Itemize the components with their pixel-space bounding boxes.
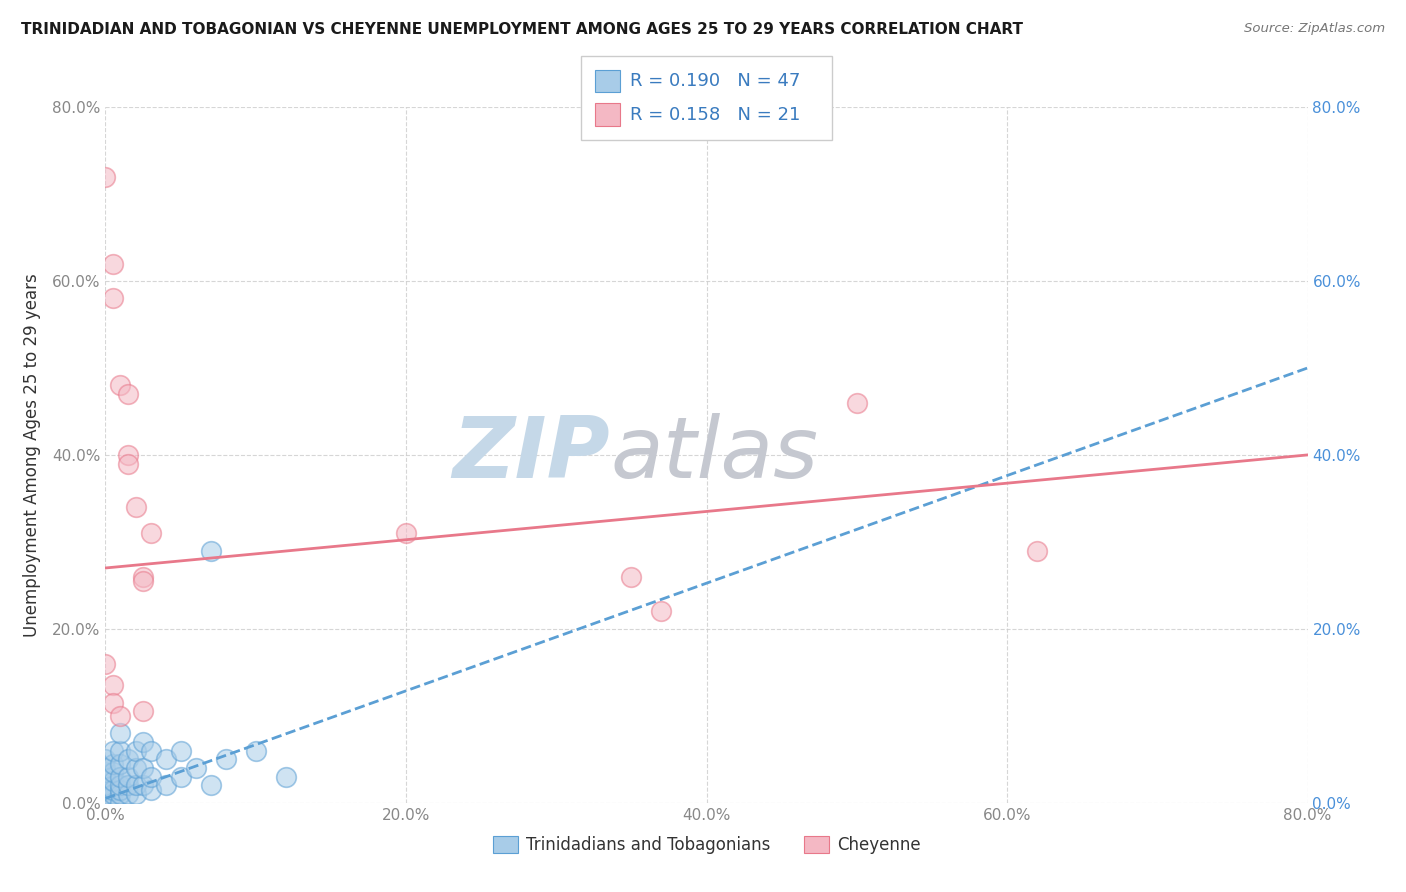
Point (620, 570, 643, 584)
Point (110, 726, 132, 740)
Point (101, 756, 124, 771)
Point (117, 778, 139, 792)
Point (117, 448, 139, 462)
Point (94, 657, 117, 671)
Point (117, 770, 139, 784)
Point (169, 744, 191, 758)
Point (117, 787, 139, 801)
Point (117, 752, 139, 766)
Point (110, 708, 132, 723)
Point (395, 526, 418, 541)
Point (110, 744, 132, 758)
Point (214, 752, 236, 766)
Point (132, 570, 155, 584)
Y-axis label: Unemployment Among Ages 25 to 29 years: Unemployment Among Ages 25 to 29 years (22, 273, 41, 637)
Point (155, 778, 177, 792)
Point (245, 744, 267, 758)
Point (101, 774, 124, 789)
Point (101, 744, 124, 758)
Point (117, 457, 139, 471)
Point (94, 752, 117, 766)
Point (101, 782, 124, 797)
Point (1026, 543, 1049, 558)
Point (110, 378, 132, 392)
Point (117, 387, 139, 401)
Point (110, 778, 132, 792)
Point (139, 526, 162, 541)
Point (94, 796, 117, 810)
Point (94, 770, 117, 784)
Point (110, 796, 132, 810)
Point (200, 778, 222, 792)
Point (94, 778, 117, 792)
Point (124, 744, 146, 758)
Text: ZIP: ZIP (453, 413, 610, 497)
Point (139, 744, 162, 758)
Point (200, 543, 222, 558)
Point (139, 770, 162, 784)
Point (94, 782, 117, 797)
Point (110, 782, 132, 797)
Point (132, 574, 155, 588)
Point (139, 782, 162, 797)
Point (101, 291, 124, 305)
Point (650, 605, 672, 619)
Point (110, 787, 132, 801)
Text: R = 0.190   N = 47: R = 0.190 N = 47 (630, 72, 800, 90)
Text: Source: ZipAtlas.com: Source: ZipAtlas.com (1244, 22, 1385, 36)
Point (110, 770, 132, 784)
Text: R = 0.158   N = 21: R = 0.158 N = 21 (630, 106, 800, 124)
Point (101, 256, 124, 270)
Point (845, 396, 868, 410)
Point (101, 765, 124, 780)
Point (94, 765, 117, 780)
Point (132, 761, 155, 775)
Point (124, 778, 146, 792)
Point (94, 169, 117, 184)
Text: TRINIDADIAN AND TOBAGONIAN VS CHEYENNE UNEMPLOYMENT AMONG AGES 25 TO 29 YEARS CO: TRINIDADIAN AND TOBAGONIAN VS CHEYENNE U… (21, 22, 1024, 37)
Point (132, 705, 155, 719)
Point (155, 752, 177, 766)
Point (274, 770, 297, 784)
Point (110, 756, 132, 771)
Point (169, 770, 191, 784)
Point (94, 787, 117, 801)
Point (124, 761, 146, 775)
Point (94, 761, 117, 775)
Point (132, 735, 155, 749)
Point (124, 787, 146, 801)
Point (132, 778, 155, 792)
Point (124, 500, 146, 514)
Point (101, 787, 124, 801)
Legend: Trinidadians and Tobagonians, Cheyenne: Trinidadians and Tobagonians, Cheyenne (486, 829, 927, 861)
Text: atlas: atlas (610, 413, 818, 497)
Point (101, 796, 124, 810)
Point (101, 678, 124, 692)
Point (184, 761, 207, 775)
Point (101, 696, 124, 710)
